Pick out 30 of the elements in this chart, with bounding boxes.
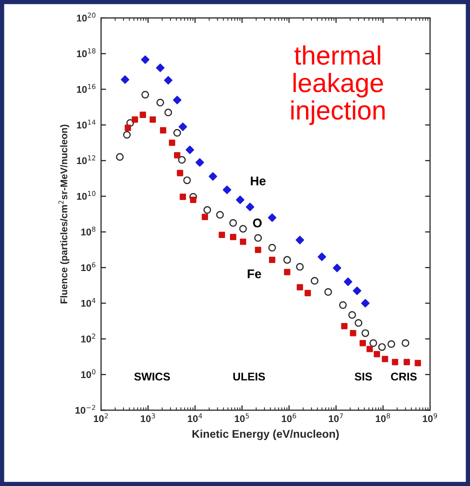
annotation: ULEIS [233,372,265,381]
x-tick-label: 10$^{9}$ [422,413,438,422]
y-tick-label: 10$^{0}$ [81,369,96,378]
x-tick-label: 10$^{5}$ [234,413,249,422]
y-tick-label: 10$^{20}$ [76,12,96,22]
series-label: O [253,218,262,228]
y-tick-label: 10$^{8}$ [81,226,96,236]
y-tick-label: 10$^{10}$ [76,190,96,200]
y-tick-label: 10$^{6}$ [81,262,96,272]
x-axis-title: Kinetic Energy (eV/nucleon) [192,430,339,440]
y-axis-title: Fluence (particles/cm$^{2}$sr-MeV/nucleon) [58,124,70,304]
series-label: He [250,176,266,186]
x-tick-label: 10$^{7}$ [328,413,343,422]
annotation: CRIS [391,372,417,381]
y-tick-label: 10$^{−2}$ [76,404,96,414]
x-tick-label: 10$^{4}$ [188,413,202,422]
y-tick-label: 10$^{14}$ [76,120,96,128]
annotation: thermal leakage injection [291,45,385,125]
annotation: SWICS [134,372,170,381]
y-tick-label: 10$^{2}$ [81,334,96,342]
x-tick-label: 10$^{2}$ [94,413,108,422]
x-tick-label: 10$^{6}$ [282,413,296,422]
y-tick-label: 10$^{4}$ [81,298,96,307]
series-label: Fe [248,270,262,278]
y-tick-label: 10$^{18}$ [76,48,96,58]
y-tick-label: 10$^{12}$ [76,155,96,164]
x-tick-label: 10$^{3}$ [140,413,155,422]
annotation: SIS [354,372,372,381]
x-tick-label: 10$^{8}$ [376,413,390,422]
y-tick-label: 10$^{16}$ [76,84,96,93]
